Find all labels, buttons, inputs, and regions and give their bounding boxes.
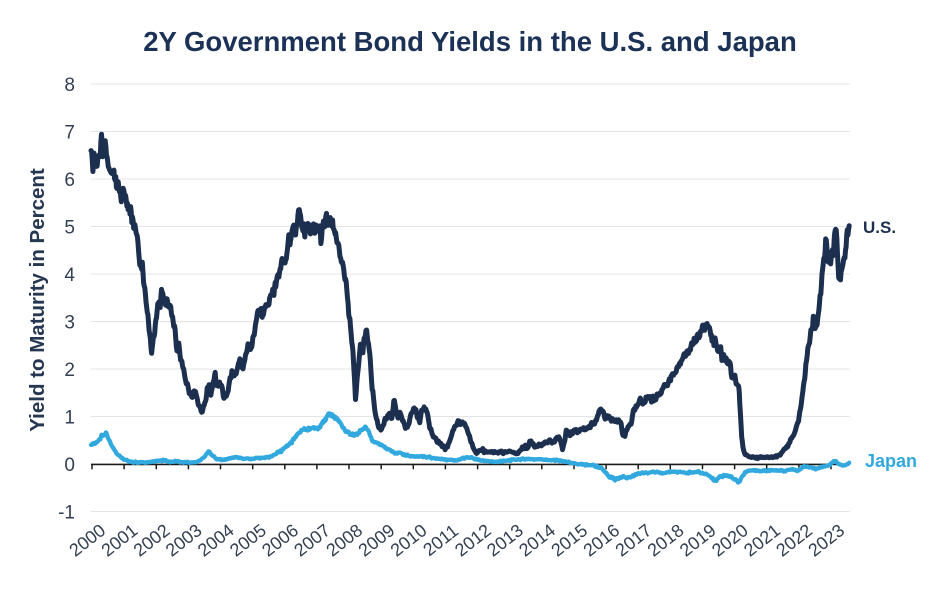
svg-text:7: 7 — [64, 123, 75, 144]
svg-text:Japan: Japan — [865, 451, 917, 471]
svg-text:1: 1 — [64, 408, 75, 429]
svg-text:4: 4 — [64, 265, 75, 286]
svg-text:3: 3 — [64, 313, 75, 334]
svg-text:2: 2 — [64, 360, 75, 381]
svg-text:Yield to Maturity in Percent: Yield to Maturity in Percent — [26, 168, 49, 432]
svg-text:5: 5 — [64, 218, 75, 239]
svg-text:2Y Government Bond Yields in t: 2Y Government Bond Yields in the U.S. an… — [143, 26, 797, 57]
svg-text:0: 0 — [64, 455, 75, 476]
svg-text:U.S.: U.S. — [863, 218, 896, 237]
svg-text:-1: -1 — [58, 503, 75, 524]
svg-text:6: 6 — [64, 170, 75, 191]
svg-text:8: 8 — [64, 75, 75, 96]
